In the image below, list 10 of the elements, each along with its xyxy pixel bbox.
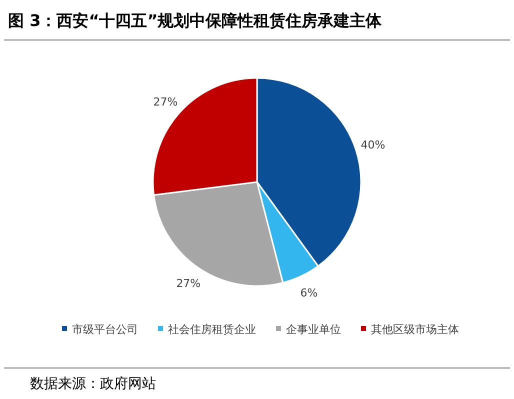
legend-label: 其他区级市场主体 <box>371 323 459 336</box>
legend-label: 企事业单位 <box>286 323 341 336</box>
data-label: 6% <box>300 286 318 300</box>
legend-label: 市级平台公司 <box>72 323 138 336</box>
legend-label: 社会住房租赁企业 <box>168 323 256 336</box>
data-label: 40% <box>360 138 386 152</box>
chart-title: 图 3：西安“十四五”规划中保障性租赁住房承建主体 <box>8 11 383 30</box>
data-label: 27% <box>153 95 178 108</box>
data-label: 27% <box>176 276 201 290</box>
source-note: 数据来源：政府网站 <box>30 376 156 392</box>
